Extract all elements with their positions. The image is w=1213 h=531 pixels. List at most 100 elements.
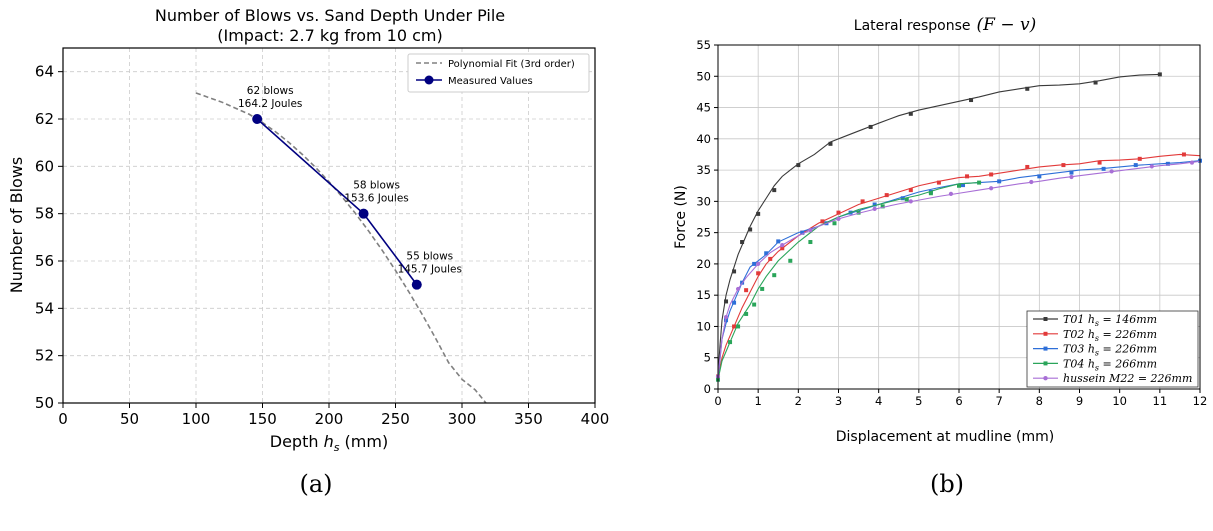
chart-b-series-3-point-13 (928, 191, 933, 196)
chart-b-series-0-point-5 (756, 211, 761, 216)
chart-b-series-1-point-14 (989, 172, 994, 177)
chart-b-series-1-point-19 (1181, 152, 1186, 157)
chart-b-series-2-point-13 (961, 183, 966, 188)
chart-a-ytick-label-56: 56 (35, 252, 54, 270)
chart-b-series-1-point-7 (820, 219, 825, 224)
chart-b-legend-marker-4 (1043, 376, 1048, 381)
chart-a-xtick-label-150: 150 (248, 410, 277, 428)
chart-b-ytick-label-45: 45 (696, 101, 711, 115)
chart-b-series-1-point-1 (732, 324, 737, 329)
chart-a-xlabel-var: h (324, 432, 334, 451)
chart-b-ytick-label-0: 0 (704, 382, 711, 396)
chart-b-legend-label-0: T01 hs = 146mm (1063, 313, 1157, 328)
chart-a-ytick-label-60: 60 (35, 157, 54, 175)
chart-a-measured-point-0 (252, 114, 263, 124)
chart-b-xtick-label-0: 0 (714, 394, 721, 408)
chart-b-xtick-label-7: 7 (996, 394, 1003, 408)
chart-b-series-4-point-9 (948, 191, 954, 196)
chart-b-series-3-point-7 (788, 258, 793, 263)
chart-b-series-3-point-10 (856, 210, 861, 215)
chart-b-ytick-label-25: 25 (696, 226, 711, 240)
chart-b-xtick-label-10: 10 (1112, 394, 1127, 408)
chart-b-series-1-point-15 (1025, 164, 1030, 169)
chart-b-series-0-point-1 (724, 299, 729, 304)
chart-b-xlabel: Displacement at mudline (mm) (836, 429, 1055, 445)
chart-b-series-0-point-4 (748, 227, 753, 232)
chart-b-legend-marker-2 (1043, 346, 1048, 351)
chart-a-xtick-label-250: 250 (381, 410, 410, 428)
chart-b-series-4-point-4 (780, 243, 785, 248)
chart-a-xtick-label-0: 0 (58, 410, 68, 428)
chart-a-annotation-2-line2: 145.7 Joules (398, 264, 462, 276)
chart-b-series-1-point-17 (1097, 160, 1102, 165)
chart-a-xlabel-part1: Depth (270, 432, 324, 451)
chart-b-series-1-point-8 (836, 210, 841, 215)
chart-b-series-1-point-11 (908, 188, 913, 193)
chart-b-ytick-label-35: 35 (696, 163, 711, 177)
chart-b-ytick-label-55: 55 (696, 38, 711, 52)
chart-a-subtitle: (Impact: 2.7 kg from 10 cm) (217, 26, 442, 45)
chart-a-legend: Polynomial Fit (3rd order) Measured Valu… (407, 53, 590, 93)
chart-b-xtick-label-1: 1 (755, 394, 762, 408)
chart-a-ytick-label-62: 62 (35, 110, 54, 128)
chart-b-series-4-point-7 (872, 206, 877, 211)
chart-b-series-3-point-8 (808, 240, 813, 245)
chart-a-measured-point-2 (411, 279, 422, 290)
chart-b-xtick-label-12: 12 (1193, 394, 1208, 408)
chart-b-xtick-label-4: 4 (875, 394, 882, 408)
chart-b-series-hussein-m22-226mm-line (717, 160, 1201, 377)
chart-b-series-2-point-17 (1101, 166, 1106, 171)
chart-a-xtick-label-200: 200 (315, 410, 344, 428)
chart-b-series-2-point-15 (1037, 174, 1042, 179)
chart-b-series-0-point-10 (908, 111, 913, 116)
chart-b-ytick-label-30: 30 (696, 194, 711, 208)
chart-b-ytick-label-50: 50 (696, 69, 711, 83)
chart-b-series-1-point-10 (884, 193, 889, 198)
chart-b-series-3-point-11 (880, 204, 885, 209)
chart-b-series-4-point-11 (1029, 179, 1034, 185)
chart-b-series-3-point-14 (957, 183, 961, 188)
chart-a: Number of Blows vs. Sand Depth Under Pil… (7, 6, 609, 498)
chart-b-legend-label-2-value: = 226mm (1099, 343, 1157, 356)
chart-b-series-4-point-15 (1189, 160, 1195, 165)
chart-a-ytick-label-54: 54 (35, 299, 54, 317)
chart-a-ytick-label-58: 58 (35, 205, 54, 223)
chart-b-series-1-point-12 (936, 180, 941, 185)
chart-b-series-2-point-18 (1133, 163, 1138, 168)
chart-b-series-1-point-5 (780, 246, 785, 251)
chart-b-series-4-point-12 (1069, 174, 1074, 180)
chart-b-legend-marker-3 (1043, 361, 1048, 366)
chart-a-legend-fit-label: Polynomial Fit (3rd order) (448, 59, 575, 70)
chart-b-series-0-point-7 (796, 163, 801, 168)
chart-a-xtick-label-400: 400 (581, 410, 610, 428)
chart-b-series-0-point-9 (868, 124, 873, 129)
chart-a-annotation-1-line1: 58 blows (353, 180, 400, 192)
chart-b-legend-label-1-main: T02 h (1063, 328, 1095, 341)
chart-b-series-4-point-2 (735, 286, 741, 292)
chart-b-xtick-label-5: 5 (915, 394, 922, 408)
chart-a-measured-point-1 (358, 208, 369, 219)
chart-b-title-math: (F − v) (977, 15, 1037, 35)
chart-b-series-t02-hs-226mm-line (717, 153, 1201, 377)
chart-b-series-1-point-16 (1061, 163, 1066, 168)
chart-b-series-3-point-1 (728, 340, 733, 345)
chart-a-xtick-label-350: 350 (514, 410, 543, 428)
chart-b-series-t04-hs-266mm-line (717, 182, 980, 380)
chart-b-series-0-point-12 (1025, 86, 1030, 91)
chart-b-ytick-label-40: 40 (696, 132, 711, 146)
chart-b-series-2-point-10 (872, 202, 877, 207)
chart-b-series-0-point-2 (732, 269, 737, 274)
chart-b-panel-label: (b) (930, 470, 964, 498)
chart-b-series-4-point-8 (908, 199, 913, 204)
chart-b-series-2-point-2 (732, 300, 737, 305)
chart-b-series-4-point-1 (723, 314, 729, 320)
chart-a-xtick-label-100: 100 (182, 410, 211, 428)
chart-b-legend-label-2-main: T03 h (1063, 343, 1095, 356)
chart-b-series-3-point-2 (736, 324, 741, 329)
chart-b-series-3-point-6 (772, 273, 777, 278)
chart-b-grid (718, 45, 1200, 389)
chart-a-xtick-label-50: 50 (120, 410, 139, 428)
